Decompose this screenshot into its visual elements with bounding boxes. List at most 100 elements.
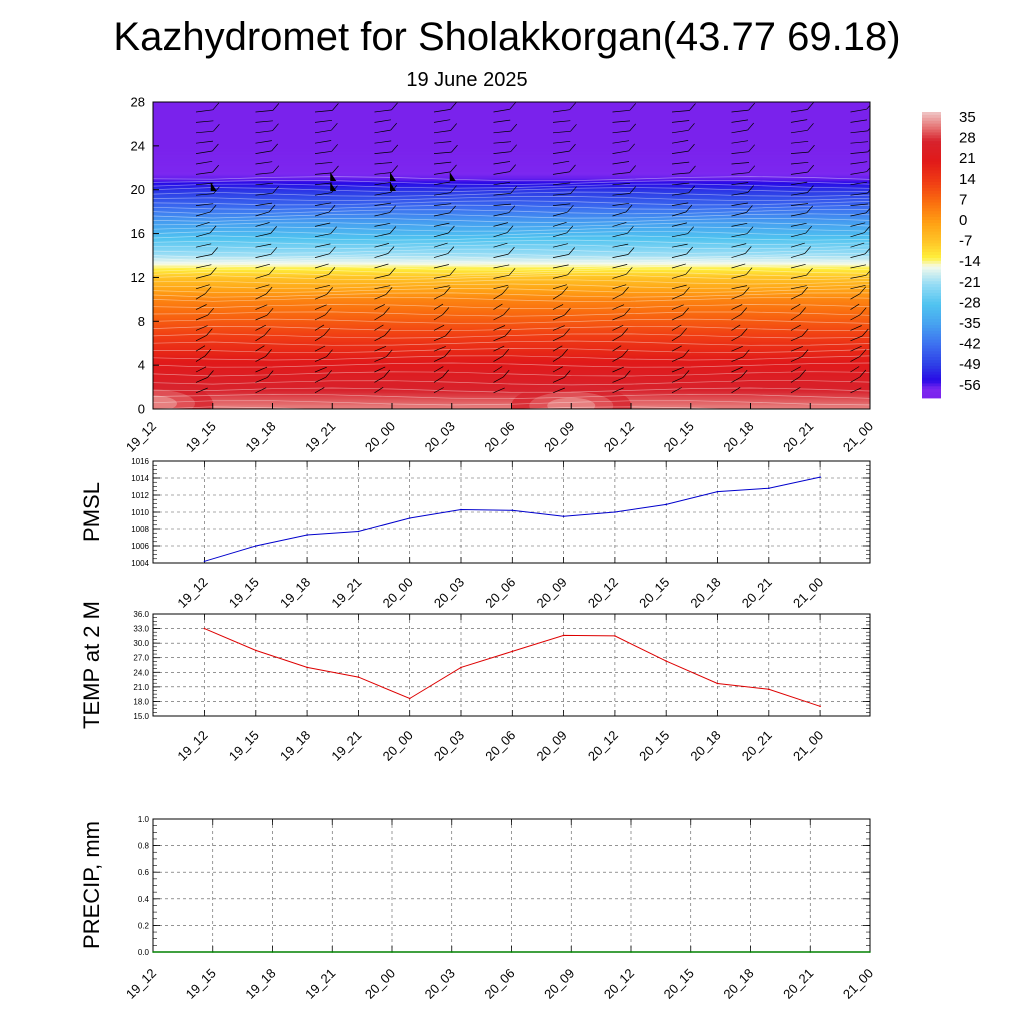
temperature-band: [153, 218, 870, 221]
colorbar-swatch: [922, 199, 941, 203]
temperature-band: [153, 221, 870, 224]
barb-shaft: [671, 304, 684, 310]
colorbar-swatch: [922, 141, 941, 145]
wind-barb: [255, 286, 273, 300]
wind-barb: [731, 366, 743, 373]
barb-feather: [746, 226, 754, 234]
temp2m-point: [665, 660, 667, 662]
barb-shaft: [493, 161, 511, 165]
x-tick-label: 19_15: [183, 966, 219, 1002]
barb-shaft: [671, 335, 681, 342]
barb-feather: [449, 268, 456, 276]
temperature-band: [153, 401, 870, 404]
barb-shaft: [255, 324, 266, 331]
y-tick-label: 36.0: [133, 610, 149, 619]
temperature-band: [153, 198, 870, 201]
precip-point: [212, 951, 214, 953]
barb-shaft: [195, 120, 214, 123]
temperature-band: [153, 384, 870, 387]
barb-shaft: [790, 119, 808, 123]
colorbar-swatch: [922, 240, 941, 244]
barb-shaft: [493, 366, 503, 373]
barb-shaft: [850, 141, 869, 144]
colorbar-swatch: [922, 225, 941, 230]
x-tick-label: 20_03: [422, 966, 458, 1002]
wind-barb: [612, 161, 630, 165]
wind-barb: [433, 161, 452, 165]
barb-shaft: [671, 233, 688, 238]
colorbar-swatch: [922, 342, 941, 346]
barb-feather: [209, 204, 217, 213]
isotherm: [153, 271, 870, 277]
barb-shaft: [790, 222, 807, 227]
temperature-band: [153, 210, 870, 214]
barb-shaft: [195, 203, 214, 206]
wind-barb: [374, 165, 398, 175]
wind-barb: [433, 366, 444, 373]
barb-shaft: [671, 263, 686, 269]
barb-shaft: [850, 232, 865, 238]
wind-barb: [493, 264, 510, 269]
wind-barb: [255, 366, 268, 373]
colorbar-label: 7: [959, 191, 967, 208]
barb-shaft: [731, 222, 748, 227]
wind-barb: [731, 185, 754, 196]
barb-feather: [391, 165, 398, 173]
barb-shaft: [433, 151, 452, 154]
barb-feather: [859, 307, 867, 315]
barb-feather: [561, 286, 569, 294]
barb-shaft: [612, 324, 624, 331]
barb-shaft: [255, 377, 268, 383]
wind-barb: [850, 369, 867, 383]
barb-shaft: [195, 293, 206, 300]
wind-barb: [552, 182, 571, 186]
wind-barb: [493, 123, 518, 134]
barb-shaft: [493, 212, 509, 217]
barb-shaft: [552, 182, 571, 186]
barb-feather: [629, 103, 637, 111]
wind-barb: [671, 304, 684, 310]
temperature-band: [153, 338, 870, 341]
colorbar-swatch: [922, 147, 941, 151]
wind-barb: [493, 225, 514, 238]
colorbar-swatch: [922, 252, 941, 256]
wind-barb: [493, 246, 515, 258]
wind-barb: [850, 181, 867, 186]
wind-barb: [195, 186, 220, 196]
temperature-band: [153, 310, 870, 313]
wind-barb: [433, 286, 451, 300]
x-tick-label: 20_06: [481, 419, 517, 455]
barb-feather: [747, 185, 754, 193]
wind-barb: [790, 123, 814, 134]
wind-barb: [850, 286, 867, 300]
barb-feather: [627, 226, 634, 234]
x-tick-label: 20_15: [636, 575, 672, 611]
barb-shaft: [195, 182, 214, 186]
temperature-band: [153, 184, 870, 188]
x-tick-label: 19_12: [174, 575, 210, 611]
colorbar-swatch: [922, 135, 941, 139]
isotherm: [153, 200, 870, 206]
wind-barb: [612, 307, 631, 321]
barb-shaft: [493, 108, 510, 113]
barb-feather: [686, 246, 693, 255]
x-tick-label: 20_09: [534, 728, 570, 764]
wind-barb: [612, 123, 636, 134]
barb-shaft: [790, 109, 808, 113]
wind-barb: [790, 203, 809, 206]
barb-feather: [331, 144, 338, 152]
wind-barb: [552, 284, 567, 290]
wind-barb: [612, 120, 631, 123]
isotherm: [153, 209, 870, 215]
barb-feather: [510, 123, 518, 132]
barb-shaft: [374, 162, 393, 165]
temperature-band: [153, 105, 870, 108]
isotherm: [153, 355, 870, 361]
x-tick-label: 20_06: [482, 728, 518, 764]
wind-barb: [850, 141, 869, 144]
barb-feather: [689, 103, 696, 111]
wind-barb: [255, 182, 274, 186]
wind-pennant: [330, 172, 337, 181]
x-tick-label: 20_15: [661, 966, 697, 1002]
temperature-band: [153, 269, 870, 272]
